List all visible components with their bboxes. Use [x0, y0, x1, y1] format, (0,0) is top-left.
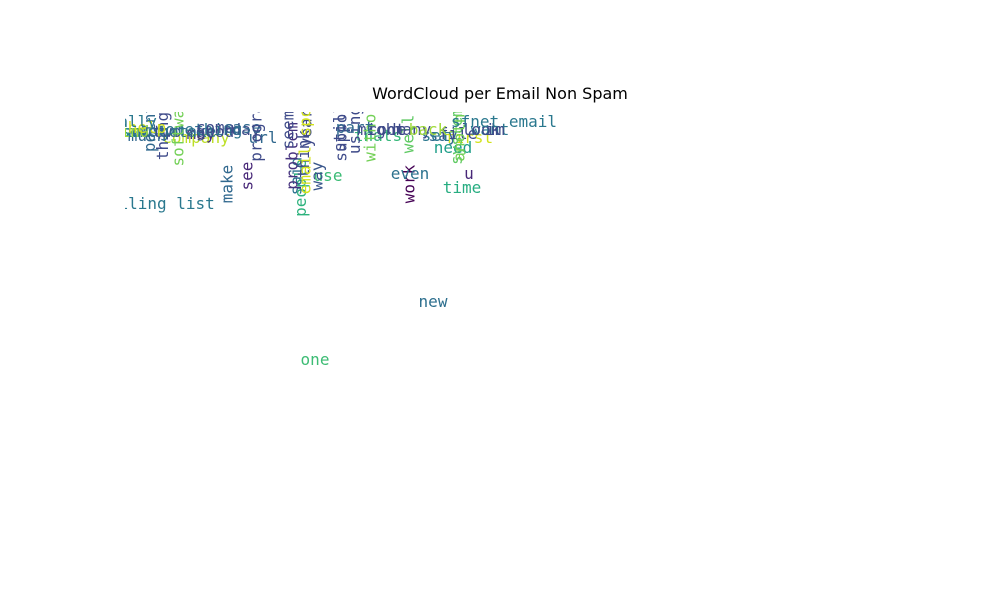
- word-lot: lot: [138, 122, 168, 141]
- word-time: time: [442, 178, 482, 197]
- word-know: know: [125, 122, 152, 141]
- word-even: even: [390, 164, 430, 183]
- word-see: see: [237, 161, 256, 191]
- word-im: im: [485, 120, 505, 139]
- word-say: say: [428, 126, 458, 145]
- word-mailing-list: mailing list: [125, 194, 215, 213]
- word-seem: seem: [278, 112, 297, 150]
- word-want: want: [470, 120, 510, 139]
- word-might: might: [356, 120, 406, 139]
- word-case: case: [222, 118, 262, 137]
- word-something: something: [155, 120, 243, 139]
- word-email-sponsored: email sponsored: [295, 112, 314, 195]
- word-two: two: [152, 122, 182, 141]
- word-back: back: [408, 120, 448, 139]
- word-need: need: [433, 138, 473, 157]
- word-look: look: [461, 120, 501, 139]
- word-find: find: [125, 122, 150, 141]
- word-new: new: [418, 292, 448, 311]
- word-thats: thats: [353, 126, 403, 145]
- word-u: u: [464, 164, 474, 183]
- word-url: url: [248, 128, 278, 147]
- word-cloud: onenewmailing listpeopletimeworkmakesaid…: [125, 112, 900, 498]
- word-come: come: [195, 118, 235, 137]
- word-part: part: [335, 118, 375, 137]
- word-use: use: [313, 166, 343, 185]
- word-company: company: [162, 128, 230, 147]
- word-set: set: [421, 126, 451, 145]
- word-sfnet-email: sfnet email: [451, 112, 557, 131]
- word-much: much: [127, 126, 167, 145]
- word-take: take: [177, 122, 217, 141]
- word-go: go: [159, 122, 179, 141]
- word-good: good: [195, 122, 235, 141]
- word-spam: spam: [125, 122, 147, 141]
- word-really: really: [125, 112, 157, 131]
- word-make: make: [217, 164, 236, 204]
- word-may: may: [186, 124, 216, 143]
- word-file: file: [438, 124, 478, 143]
- word-used: used: [125, 122, 150, 141]
- word-still: still: [329, 112, 349, 153]
- word-help: help: [127, 118, 167, 137]
- word-program: program: [247, 112, 266, 162]
- word-first: first: [444, 128, 494, 147]
- word-software: software: [169, 112, 188, 167]
- word-many: many: [392, 120, 432, 139]
- word-day: day: [231, 120, 261, 139]
- word-one: one: [300, 350, 330, 369]
- word-code: code: [367, 120, 407, 139]
- chart-title: WordCloud per Email Non Spam: [372, 84, 628, 103]
